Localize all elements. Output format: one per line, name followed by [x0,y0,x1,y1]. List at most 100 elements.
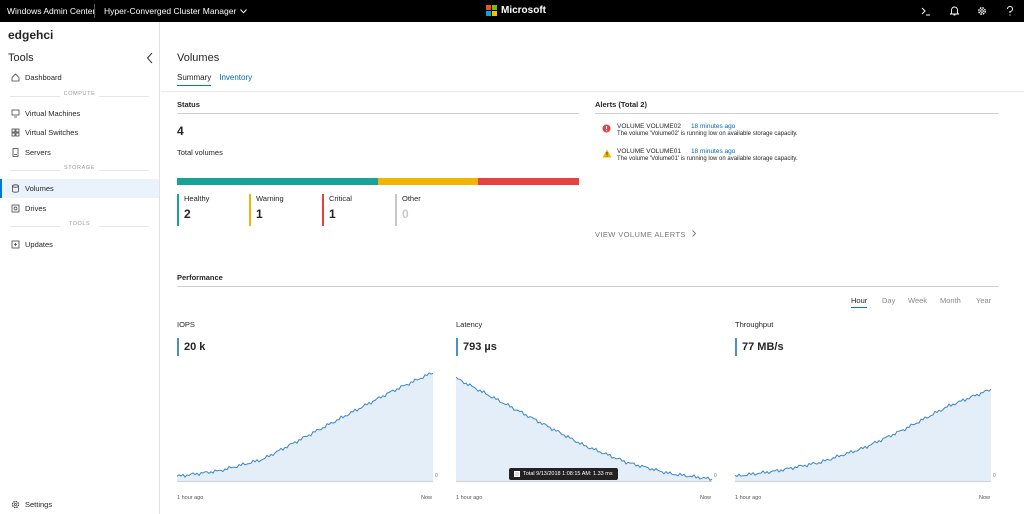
sidebar-item-updates[interactable]: Updates [0,235,159,254]
chart-series-line [735,388,991,478]
total-volumes-label: Total volumes [177,148,223,157]
chart-area-fill [177,372,433,482]
sidebar-item-virtual-machines[interactable]: Virtual Machines [0,104,159,123]
alert-title: VOLUME VOLUME02 [617,123,681,130]
latency-chart[interactable] [456,364,712,482]
health-critical-value: 1 [329,207,336,221]
brand: Microsoft [486,5,546,16]
tab-summary[interactable]: Summary [177,73,212,86]
health-critical-label: Critical [329,194,352,203]
main-content: Volumes Summary Inventory Status 4 Total… [161,22,1024,514]
health-healthy: Healthy 2 [177,194,247,226]
tools-header: Tools [8,52,154,64]
help-icon[interactable] [996,0,1024,22]
iops-chart[interactable] [177,364,433,482]
gear-icon [10,500,20,510]
connection-name: edgehci [8,28,54,42]
chart-tooltip: Total 9/13/2018 1:08:15 AM: 1.33 ms [509,468,618,480]
switch-icon [10,128,20,138]
microsoft-logo-icon [486,5,497,16]
health-healthy-value: 2 [184,207,191,221]
sidebar-item-label: Updates [25,240,53,249]
sidebar-item-label: Volumes [25,184,54,193]
tool-selector[interactable]: Hyper-Converged Cluster Manager [104,6,248,16]
status-header: Status [177,100,200,109]
view-volume-alerts-label: VIEW VOLUME ALERTS [595,230,686,239]
range-week[interactable]: Week [908,296,928,305]
range-day[interactable]: Day [882,296,896,305]
health-bar-healthy [177,178,378,185]
chart-zero-label: 0 [435,473,438,479]
alert-description: The volume 'Volume01' is running low on … [617,156,798,162]
bell-icon[interactable] [940,0,968,22]
critical-icon [602,124,611,133]
sidebar-item-virtual-switches[interactable]: Virtual Switches [0,123,159,142]
gear-icon[interactable] [968,0,996,22]
chart-label: Throughput [735,320,774,329]
chart-series-line [456,376,712,481]
health-warning-label: Warning [256,194,284,203]
health-bar-warning [377,178,479,185]
chart-area-fill [456,377,712,482]
tools-header-label: Tools [8,52,34,64]
app-title[interactable]: Windows Admin Center [7,6,96,16]
chart-value: 77 MB/s [735,338,784,356]
drive-icon [10,204,20,214]
brand-name: Microsoft [501,5,546,16]
alert-title: VOLUME VOLUME01 [617,148,681,155]
health-warning-value: 1 [256,207,263,221]
tab-bar: Summary Inventory [177,73,252,86]
health-other: Other 0 [395,194,465,226]
sidebar: edgehci Tools Dashboard COMPUTE Virtual … [0,22,160,514]
alert-time: 18 minutes ago [690,123,736,130]
chart-start-label: 1 hour ago [177,495,204,501]
sidebar-item-label: Settings [25,500,53,509]
range-year[interactable]: Year [976,296,992,305]
chart-end-label: Now [979,495,991,501]
home-icon [10,73,20,83]
health-healthy-label: Healthy [184,194,210,203]
range-hour[interactable]: Hour [851,296,868,308]
health-critical: Critical 1 [322,194,392,226]
topbar-divider [94,4,95,18]
chart-end-label: Now [700,495,712,501]
throughput-chart[interactable] [735,364,991,482]
tab-inventory[interactable]: Inventory [219,73,253,82]
sidebar-item-label: Servers [25,148,51,157]
chart-series-line [177,372,433,478]
section-tools: TOOLS [0,221,159,231]
chart-zero-label: 0 [993,473,996,479]
status-divider [177,113,579,114]
alerts-header: Alerts (Total 2) [595,100,647,109]
health-bar [177,178,579,185]
collapse-chevron-icon[interactable] [146,52,154,64]
view-volume-alerts-link[interactable]: VIEW VOLUME ALERTS [595,230,697,239]
top-bar: Windows Admin Center Hyper-Converged Clu… [0,0,1024,22]
chart-end-label: Now [421,495,433,501]
section-storage: STORAGE [0,165,159,175]
sidebar-item-servers[interactable]: Servers [0,143,159,162]
updates-icon [10,240,20,250]
total-volumes-count: 4 [177,124,184,138]
sidebar-item-settings[interactable]: Settings [0,495,159,514]
alerts-divider [595,113,999,114]
health-bar-critical [478,178,579,185]
tooltip-swatch [514,471,520,477]
terminal-icon[interactable] [912,0,940,22]
warning-icon [602,149,612,158]
performance-divider [177,286,999,287]
tooltip-text: Total 9/13/2018 1:08:15 AM: 1.33 ms [523,471,613,477]
chart-value: 793 µs [456,338,497,356]
sidebar-item-label: Dashboard [25,73,62,82]
chevron-right-icon [692,230,697,237]
sidebar-item-drives[interactable]: Drives [0,199,159,218]
chart-label: IOPS [177,320,195,329]
sidebar-item-label: Drives [25,204,47,213]
chart-value: 20 k [177,338,205,356]
sidebar-item-volumes[interactable]: Volumes [0,179,159,198]
sidebar-item-dashboard[interactable]: Dashboard [0,68,159,87]
tabs-divider [161,91,1024,92]
alert-description: The volume 'Volume02' is running low on … [617,131,798,137]
range-month[interactable]: Month [940,296,961,305]
health-other-value: 0 [402,207,409,221]
